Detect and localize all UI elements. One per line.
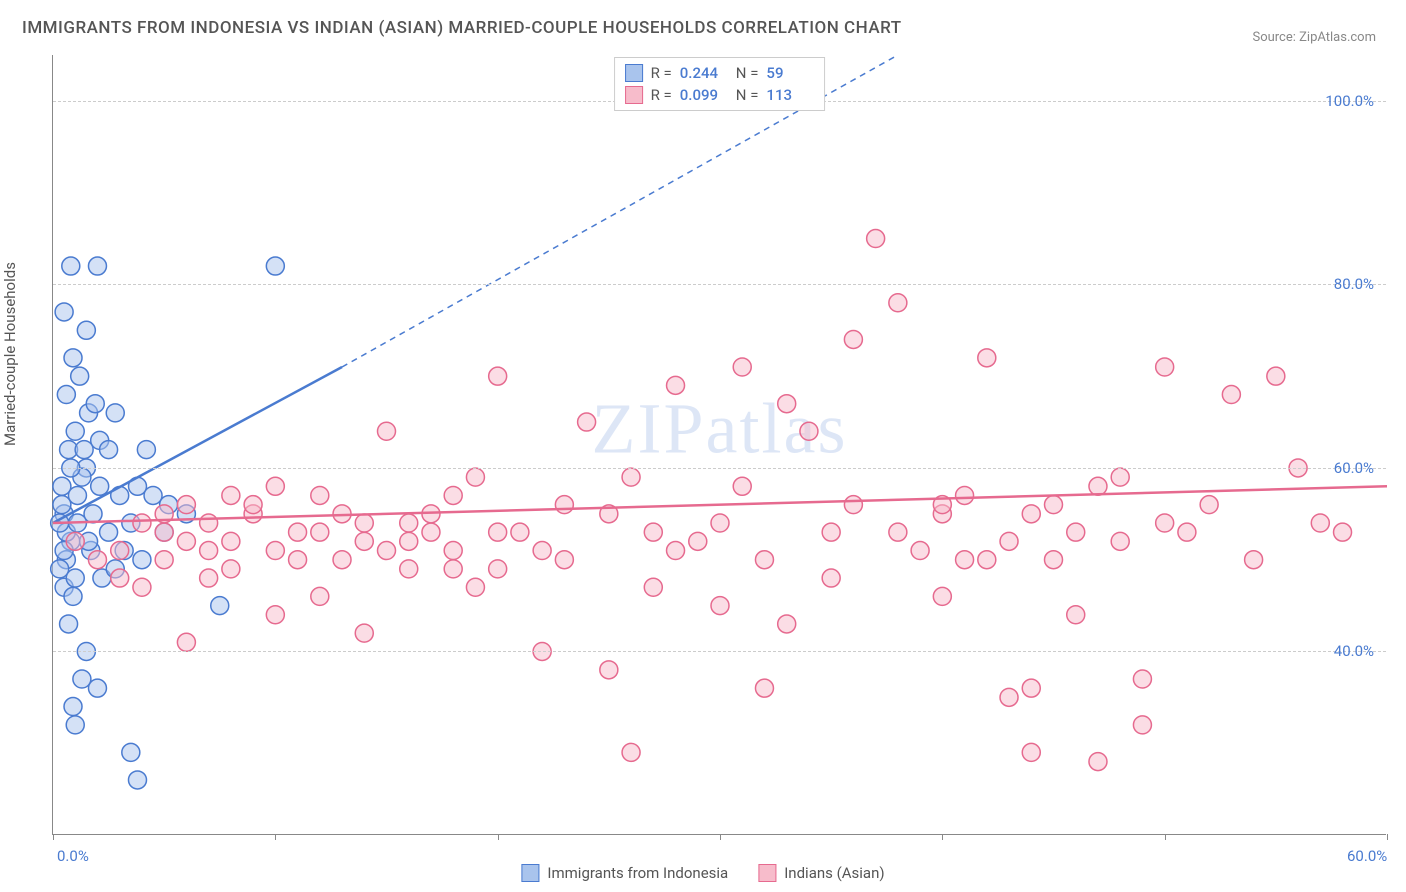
legend-r-label-0: R = bbox=[651, 64, 672, 82]
scatter-svg bbox=[53, 55, 1386, 834]
legend-bottom-item-0: Immigrants from Indonesia bbox=[521, 864, 728, 882]
legend-bottom-label-1: Indians (Asian) bbox=[784, 864, 884, 882]
y-tick-label: 80.0% bbox=[1334, 275, 1374, 293]
legend-bottom-item-1: Indians (Asian) bbox=[758, 864, 884, 882]
y-tick-label: 100.0% bbox=[1325, 92, 1374, 110]
legend-r-label-1: R = bbox=[651, 86, 672, 104]
correlation-legend: R = 0.244 N = 59 R = 0.099 N = 113 bbox=[614, 57, 826, 111]
legend-r-value-0: 0.244 bbox=[680, 64, 728, 82]
y-axis-label: Married-couple Households bbox=[1, 262, 19, 446]
legend-n-label-0: N = bbox=[736, 64, 759, 82]
y-tick-label: 60.0% bbox=[1334, 459, 1374, 477]
source-attribution: Source: ZipAtlas.com bbox=[1252, 30, 1376, 45]
legend-bottom-label-0: Immigrants from Indonesia bbox=[547, 864, 728, 882]
chart-plot-area: ZIPatlas R = 0.244 N = 59 R = 0.099 N = … bbox=[52, 55, 1386, 835]
legend-swatch-1 bbox=[625, 86, 643, 104]
series-legend: Immigrants from Indonesia Indians (Asian… bbox=[521, 864, 884, 882]
legend-row-series-1: R = 0.099 N = 113 bbox=[625, 84, 815, 106]
x-tick-label: 60.0% bbox=[1347, 847, 1387, 865]
legend-n-value-0: 59 bbox=[766, 64, 814, 82]
x-tick-label: 0.0% bbox=[57, 847, 89, 865]
legend-n-value-1: 113 bbox=[766, 86, 814, 104]
legend-n-label-1: N = bbox=[736, 86, 759, 104]
legend-swatch-0 bbox=[625, 64, 643, 82]
legend-bottom-swatch-1 bbox=[758, 864, 776, 882]
legend-bottom-swatch-0 bbox=[521, 864, 539, 882]
chart-title: IMMIGRANTS FROM INDONESIA VS INDIAN (ASI… bbox=[22, 18, 902, 38]
y-tick-label: 40.0% bbox=[1334, 642, 1374, 660]
legend-row-series-0: R = 0.244 N = 59 bbox=[625, 62, 815, 84]
legend-r-value-1: 0.099 bbox=[680, 86, 728, 104]
